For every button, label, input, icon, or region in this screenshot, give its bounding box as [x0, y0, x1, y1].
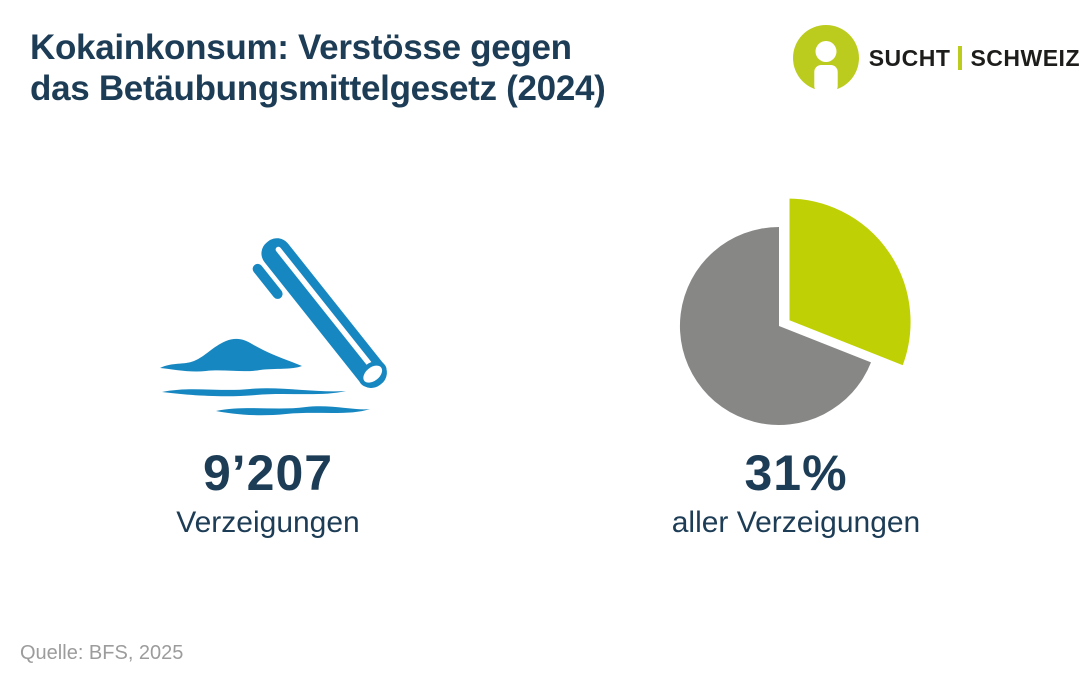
pie-slice-highlight [784, 193, 915, 372]
stat-right-value: 31% [744, 445, 848, 501]
logo-word-sucht: SUCHT [868, 44, 951, 71]
stat-right: 31% aller Verzeigungen [630, 447, 962, 541]
stat-right-label: aller Verzeigungen [671, 506, 921, 539]
cocaine-powder-and-straw-icon [160, 238, 387, 416]
stat-left: 9’207 Verzeigungen [118, 447, 418, 541]
stat-left-value: 9’207 [202, 445, 334, 501]
page-title-line2: das Betäubungsmittelgesetz (2024) [30, 69, 606, 108]
pie-slice-rest [679, 226, 871, 425]
logo-wordmark: SUCHT SCHWEIZ [869, 45, 1080, 72]
logo-word-schweiz: SCHWEIZ [970, 44, 1080, 71]
person-icon [792, 25, 859, 91]
logo-divider-bar [958, 46, 963, 70]
pie-chart [679, 193, 915, 425]
page-title-line1: Kokainkonsum: Verstösse gegen [30, 28, 572, 67]
sucht-schweiz-logo: SUCHT SCHWEIZ [792, 25, 1080, 91]
stat-left-label: Verzeigungen [176, 506, 360, 539]
page-title: Kokainkonsum: Verstösse gegen das Betäub… [30, 27, 606, 109]
source-note: Quelle: BFS, 2025 [20, 642, 184, 664]
